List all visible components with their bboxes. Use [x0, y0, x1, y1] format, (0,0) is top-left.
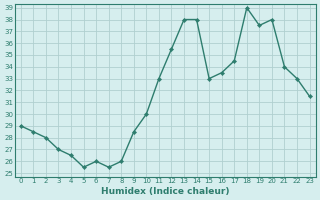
X-axis label: Humidex (Indice chaleur): Humidex (Indice chaleur) [101, 187, 229, 196]
